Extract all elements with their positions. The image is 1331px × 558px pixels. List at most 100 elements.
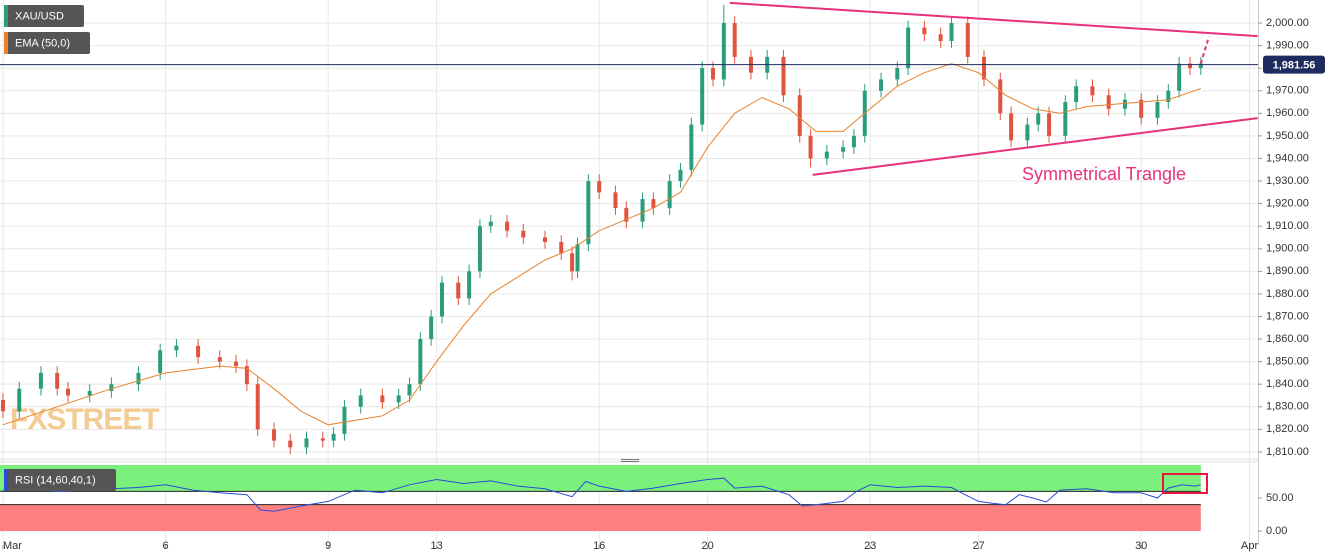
legend-label: EMA (50,0) (15, 37, 70, 49)
trendline (812, 117, 1258, 176)
candle-body (488, 221, 493, 227)
candle-body (938, 34, 943, 42)
candle-body (358, 395, 363, 407)
candle-body (851, 135, 856, 148)
overbought-zone (0, 465, 1201, 492)
candle-body (732, 23, 737, 57)
candle-body (575, 244, 580, 272)
rsi-line (2, 477, 1201, 512)
legend-label: RSI (14,60,40,1) (15, 474, 96, 486)
candle-body (824, 151, 829, 159)
candle-body (651, 199, 656, 209)
y-tick-label: 1,860.00 (1266, 333, 1309, 345)
candle-body (17, 388, 22, 412)
legend-box (4, 32, 90, 54)
candle-body (808, 135, 813, 159)
candle-body (1122, 99, 1127, 109)
candle-body (380, 395, 385, 403)
projection-line (1199, 36, 1210, 64)
candle-body (965, 23, 970, 57)
candle-body (1025, 124, 1030, 141)
candle-body (1166, 90, 1171, 103)
candle-body (700, 68, 705, 125)
trendline (729, 1, 1258, 38)
legend-marker (4, 32, 8, 54)
candle-body (922, 27, 927, 35)
y-tick-label: 1,920.00 (1266, 198, 1309, 210)
candle-body (949, 23, 954, 42)
y-tick-label: 1,970.00 (1266, 85, 1309, 97)
ema-line (2, 63, 1201, 426)
y-tick-label: 1,900.00 (1266, 243, 1309, 255)
candle-body (895, 68, 900, 80)
candle-body (1106, 95, 1111, 109)
last-price-label: 1,981.56 (1273, 60, 1316, 72)
candle-body (1090, 86, 1095, 96)
candle-body (1063, 102, 1068, 136)
candle-body (689, 124, 694, 170)
legend-box (4, 5, 84, 27)
watermark: FXSTREET (10, 403, 159, 436)
candle-body (559, 241, 564, 254)
mid-layer (0, 1, 1258, 512)
candle-body (196, 345, 201, 358)
candle-body (982, 56, 987, 80)
candle-body (1198, 63, 1203, 69)
candle-body (841, 147, 846, 152)
candle-body (998, 79, 1003, 114)
candle-body (879, 79, 884, 91)
candle-body (304, 438, 309, 448)
candle-body (244, 366, 249, 385)
highlight-box (1162, 473, 1208, 494)
y-tick-label: 2,000.00 (1266, 17, 1309, 29)
candle-body (87, 390, 92, 396)
candle-body (396, 395, 401, 403)
y-tick-label: 1,910.00 (1266, 220, 1309, 232)
candle-body (429, 316, 434, 340)
x-tick-label: 27 (972, 540, 984, 552)
candle-body (613, 192, 618, 209)
y-tick-label: 0.00 (1266, 525, 1287, 537)
y-tick-label: 1,960.00 (1266, 107, 1309, 119)
candle-body (1047, 113, 1052, 136)
candle-body (1155, 102, 1160, 118)
candle-body (797, 95, 802, 136)
front-layer: Symmetrical Trangle 1,981.56 XAU/USD EMA (5… (0, 5, 1325, 494)
y-tick-label: 1,880.00 (1266, 288, 1309, 300)
candle-body (570, 253, 575, 272)
y-tick-label: 1,830.00 (1266, 401, 1309, 413)
y-tick-label: 1,870.00 (1266, 310, 1309, 322)
x-tick-label: 9 (325, 540, 331, 552)
candle-body (678, 169, 683, 182)
candle-body (418, 339, 423, 385)
candle-body (158, 350, 163, 373)
candle-body (331, 433, 336, 441)
candle-body (288, 440, 293, 448)
candle-body (109, 384, 114, 391)
oversold-zone (0, 504, 1201, 532)
candle-body (217, 357, 222, 362)
candle-body (0, 399, 5, 412)
last-price-badge (1263, 55, 1325, 74)
x-tick-label: 23 (864, 540, 876, 552)
candle-body (906, 27, 911, 69)
candle-body (586, 181, 591, 245)
y-tick-label: 1,930.00 (1266, 175, 1309, 187)
x-tick-label: Apr (1241, 540, 1258, 552)
candle-body (1036, 113, 1041, 125)
candle-body (255, 384, 260, 430)
candle-body (456, 282, 461, 299)
legend-label: XAU/USD (15, 10, 64, 22)
candle-body (1009, 113, 1014, 141)
y-tick-label: 1,850.00 (1266, 356, 1309, 368)
candle-body (521, 230, 526, 238)
y-tick-label: 1,990.00 (1266, 40, 1309, 52)
candle-body (477, 226, 482, 272)
legend-marker (4, 5, 8, 27)
candle-body (342, 406, 347, 434)
y-tick-label: 50.00 (1266, 492, 1294, 504)
candle-body (781, 56, 786, 96)
x-tick-label: 6 (163, 540, 169, 552)
candle-body (1074, 86, 1079, 103)
candle-body (55, 372, 60, 389)
